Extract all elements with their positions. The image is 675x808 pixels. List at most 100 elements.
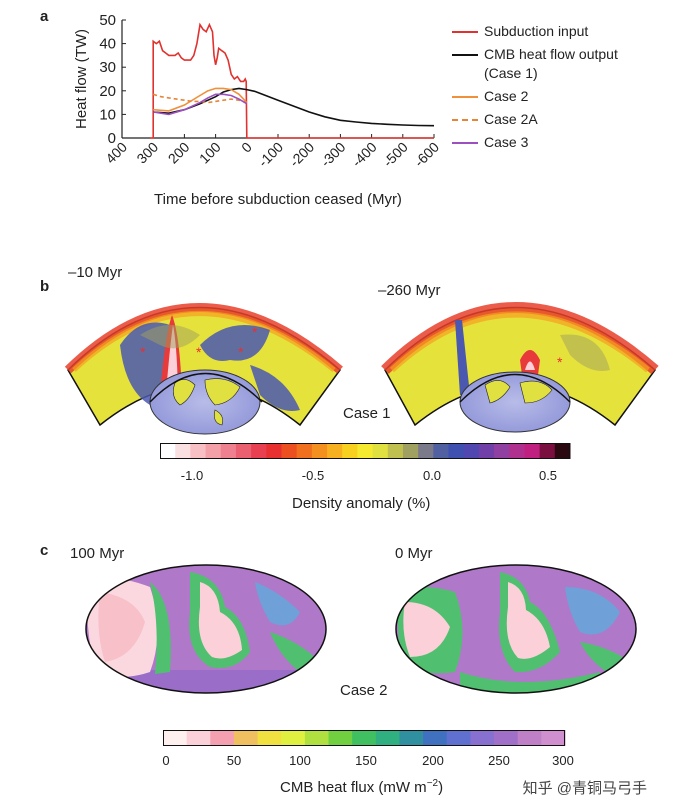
svg-text:*: * <box>196 344 202 360</box>
colorbar-swatch <box>233 730 259 746</box>
colorbar-tick: -0.5 <box>301 468 325 483</box>
colorbar-tick: 0.5 <box>538 468 558 483</box>
colorbar-swatch <box>352 730 377 746</box>
colorbar-swatch <box>470 730 495 746</box>
heatflux-map-right <box>396 565 636 693</box>
panel-b-case-label: Case 1 <box>343 405 391 422</box>
colorbar-swatch <box>281 443 298 459</box>
series-line-cmb-heat-flow-output-case-1 <box>153 87 435 127</box>
colorbar-swatch <box>163 730 188 746</box>
x-tick-label: 0 <box>238 139 255 156</box>
colorbar-swatch <box>342 443 358 459</box>
colorbar-swatch <box>257 730 282 746</box>
map-outline-left <box>85 564 327 694</box>
legend-swatch <box>452 54 478 56</box>
legend-label: Subduction input <box>484 23 589 39</box>
colorbar-swatch <box>160 443 176 459</box>
colorbar-swatch <box>311 443 328 459</box>
panel-c-letter: c <box>40 542 49 559</box>
colorbar-swatch <box>190 443 207 459</box>
density-colorbar <box>160 443 571 459</box>
legend-label: Case 2A <box>484 111 538 127</box>
x-tick-label: -200 <box>286 139 317 170</box>
legend-label: Case 2 <box>484 88 529 104</box>
colorbar-tick: 0 <box>162 753 170 768</box>
colorbar-swatch <box>554 443 571 459</box>
colorbar-tick: -1.0 <box>180 468 204 483</box>
legend-item-cmb-heat-flow: CMB heat flow output (Case 1) <box>452 43 618 85</box>
svg-text:*: * <box>252 324 258 340</box>
series-line-case-2a <box>152 93 248 104</box>
legend-label-line2: (Case 1) <box>484 65 538 81</box>
legend-item-case-2: Case 2 <box>452 85 618 108</box>
density-colorbar-label: Density anomaly (%) <box>292 495 431 512</box>
colorbar-swatch <box>235 443 252 459</box>
colorbar-swatch <box>478 443 495 459</box>
colorbar-swatch <box>281 730 306 746</box>
x-tick-label: 100 <box>196 139 224 167</box>
colorbar-swatch <box>463 443 480 459</box>
colorbar-swatch <box>423 730 448 746</box>
colorbar-swatch <box>251 443 267 459</box>
colorbar-swatch <box>327 443 343 459</box>
colorbar-swatch <box>446 730 471 746</box>
colorbar-tick: 250 <box>488 753 510 768</box>
heatflux-map-left <box>86 565 326 693</box>
y-axis-label: Heat flow (TW) <box>73 29 90 129</box>
colorbar-swatch <box>210 730 235 746</box>
colorbar-swatch <box>509 443 525 459</box>
mantle-section-right: * <box>381 302 659 427</box>
legend-label: Case 3 <box>484 134 529 150</box>
heatflux-label-end: ) <box>438 779 444 796</box>
map-outline-right <box>395 564 637 694</box>
legend-item-case-2a: Case 2A <box>452 108 618 131</box>
x-tick-label: -500 <box>380 139 411 170</box>
colorbar-tick: 50 <box>226 753 242 768</box>
colorbar-swatch <box>418 443 434 459</box>
colorbar-swatch <box>524 443 541 459</box>
colorbar-tick: 150 <box>355 753 377 768</box>
legend-swatch <box>452 119 478 121</box>
colorbar-swatch <box>433 443 450 459</box>
colorbar-tick: 0.0 <box>422 468 442 483</box>
x-tick-label: 300 <box>133 139 161 167</box>
x-tick-label: 400 <box>102 139 130 167</box>
panel-b-right-time-label: –260 Myr <box>378 282 441 299</box>
colorbar-swatch <box>541 730 566 746</box>
watermark: 知乎 @青铜马弓手 <box>522 780 647 797</box>
panel-c-right-time-label: 0 Myr <box>395 545 433 562</box>
colorbar-swatch <box>296 443 313 459</box>
colorbar-swatch <box>448 443 465 459</box>
svg-text:*: * <box>140 344 146 360</box>
panel-b-left-time-label: –10 Myr <box>68 264 123 281</box>
heatflux-label-sup: −2 <box>426 778 439 789</box>
heatflux-colorbar <box>163 730 566 746</box>
legend-item-subduction-input: Subduction input <box>452 20 618 43</box>
x-tick-label: -400 <box>349 139 380 170</box>
y-tick-label: 50 <box>99 12 116 29</box>
heatflux-colorbar-label: CMB heat flux (mW m−2) <box>280 778 443 796</box>
colorbar-swatch <box>517 730 542 746</box>
colorbar-swatch <box>494 443 510 459</box>
panel-c-heatflux-maps <box>85 564 637 694</box>
colorbar-swatch <box>266 443 282 459</box>
mantle-section-left: * * * * <box>64 303 343 427</box>
colorbar-swatch <box>304 730 330 746</box>
globe-right <box>459 371 571 433</box>
colorbar-swatch <box>399 730 424 746</box>
colorbar-swatch <box>357 443 374 459</box>
y-tick-label: 0 <box>108 130 116 147</box>
legend-swatch <box>452 31 478 33</box>
x-axis-label: Time before subduction ceased (Myr) <box>154 191 402 208</box>
legend-swatch <box>452 96 478 98</box>
colorbar-swatch <box>175 443 191 459</box>
colorbar-tick: 200 <box>422 753 444 768</box>
colorbar-swatch <box>220 443 237 459</box>
colorbar-swatch <box>186 730 211 746</box>
colorbar-swatch <box>375 730 400 746</box>
colorbar-swatch <box>205 443 222 459</box>
panel-b-mantle-sections: * * * * * <box>64 302 659 435</box>
colorbar-swatch <box>328 730 353 746</box>
colorbar-tick: 300 <box>552 753 574 768</box>
colorbar-swatch <box>387 443 404 459</box>
